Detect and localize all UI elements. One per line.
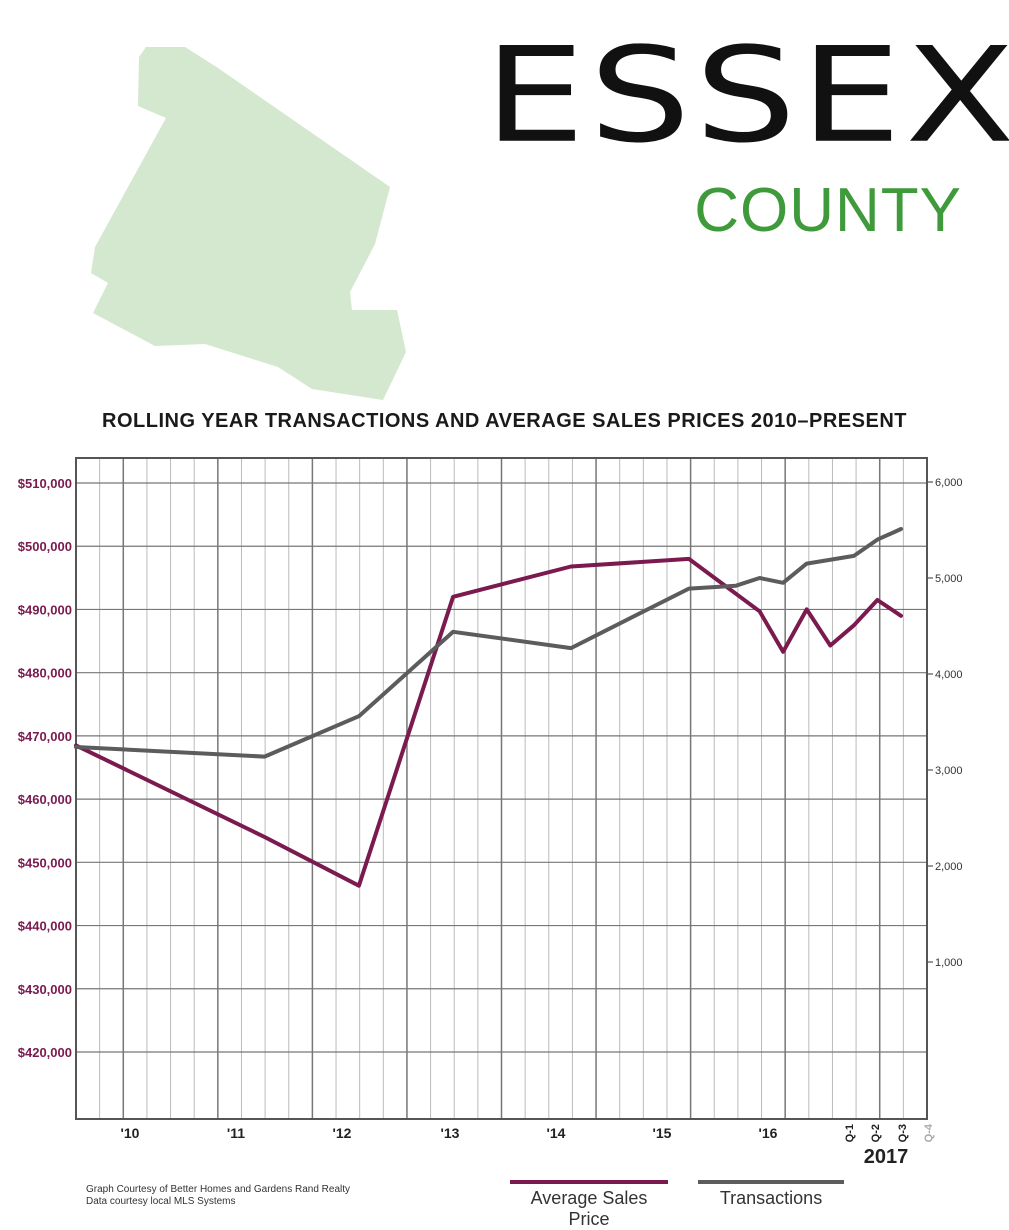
chart-series (74, 527, 903, 888)
left-axis-tick-label: $450,000 (18, 855, 72, 870)
chart-axes (75, 457, 933, 1120)
credit-line-2: Data courtesy local MLS Systems (86, 1196, 236, 1207)
left-axis-tick-label: $470,000 (18, 729, 72, 744)
plot-frame (75, 457, 928, 1120)
chart-title: ROLLING YEAR TRANSACTIONS AND AVERAGE SA… (102, 410, 907, 432)
x-axis-quarter-label: Q-1 (844, 1124, 856, 1142)
x-axis-tick-label: '13 (441, 1125, 460, 1141)
right-axis-tick-label: 6,000 (935, 477, 963, 489)
legend-swatch-transactions (698, 1180, 844, 1184)
left-axis-tick-label: $500,000 (18, 539, 72, 554)
series-line-average-sales-price (74, 556, 903, 888)
left-axis-tick-label: $480,000 (18, 666, 72, 681)
county-subtitle: COUNTY (694, 176, 962, 245)
legend-item-price: Average Sales Price (510, 1180, 668, 1229)
x-axis-tick-label: '12 (333, 1125, 352, 1141)
x-axis-year-label: 2017 (864, 1146, 909, 1168)
left-axis-tick-label: $430,000 (18, 982, 72, 997)
left-axis-tick-label: $460,000 (18, 792, 72, 807)
chart-grid (76, 458, 927, 1119)
county-map-shape (91, 47, 406, 400)
x-axis-quarter-label: Q-3 (897, 1124, 909, 1142)
series-line-transactions (74, 527, 903, 759)
x-axis-tick-label: '16 (759, 1125, 778, 1141)
chart-labels: $510,000 $500,000 $490,000 $480,000 $470,000… (18, 476, 963, 1168)
credit-line-1: Graph Courtesy of Better Homes and Garde… (86, 1184, 351, 1195)
x-axis-quarter-label: Q-4 (923, 1123, 935, 1142)
left-axis-tick-label: $440,000 (18, 919, 72, 934)
legend-label-transactions: Transactions (719, 1188, 823, 1208)
county-title: ESSEX (484, 18, 1009, 172)
left-axis-tick-label: $490,000 (18, 602, 72, 617)
right-axis-tick-label: 4,000 (935, 669, 963, 681)
x-axis-tick-label: '15 (653, 1125, 672, 1141)
left-axis-tick-label: $420,000 (18, 1045, 72, 1060)
left-axis-tick-label: $510,000 (18, 476, 72, 491)
line-chart: $510,000 $500,000 $490,000 $480,000 $470,000… (18, 457, 963, 1168)
x-axis-tick-label: '14 (547, 1125, 566, 1141)
right-axis-tick-label: 5,000 (935, 573, 963, 585)
chart-credit: Graph Courtesy of Better Homes and Garde… (86, 1184, 350, 1208)
legend-item-transactions: Transactions (698, 1180, 844, 1220)
right-axis-tick-label: 2,000 (935, 861, 963, 873)
x-axis-quarter-label: Q-2 (870, 1124, 882, 1142)
x-axis-tick-label: '11 (227, 1125, 245, 1141)
x-axis-tick-label: '10 (121, 1125, 140, 1141)
right-axis-tick-label: 3,000 (935, 765, 963, 777)
legend-swatch-price (510, 1180, 668, 1184)
right-axis-tick-label: 1,000 (935, 957, 963, 969)
